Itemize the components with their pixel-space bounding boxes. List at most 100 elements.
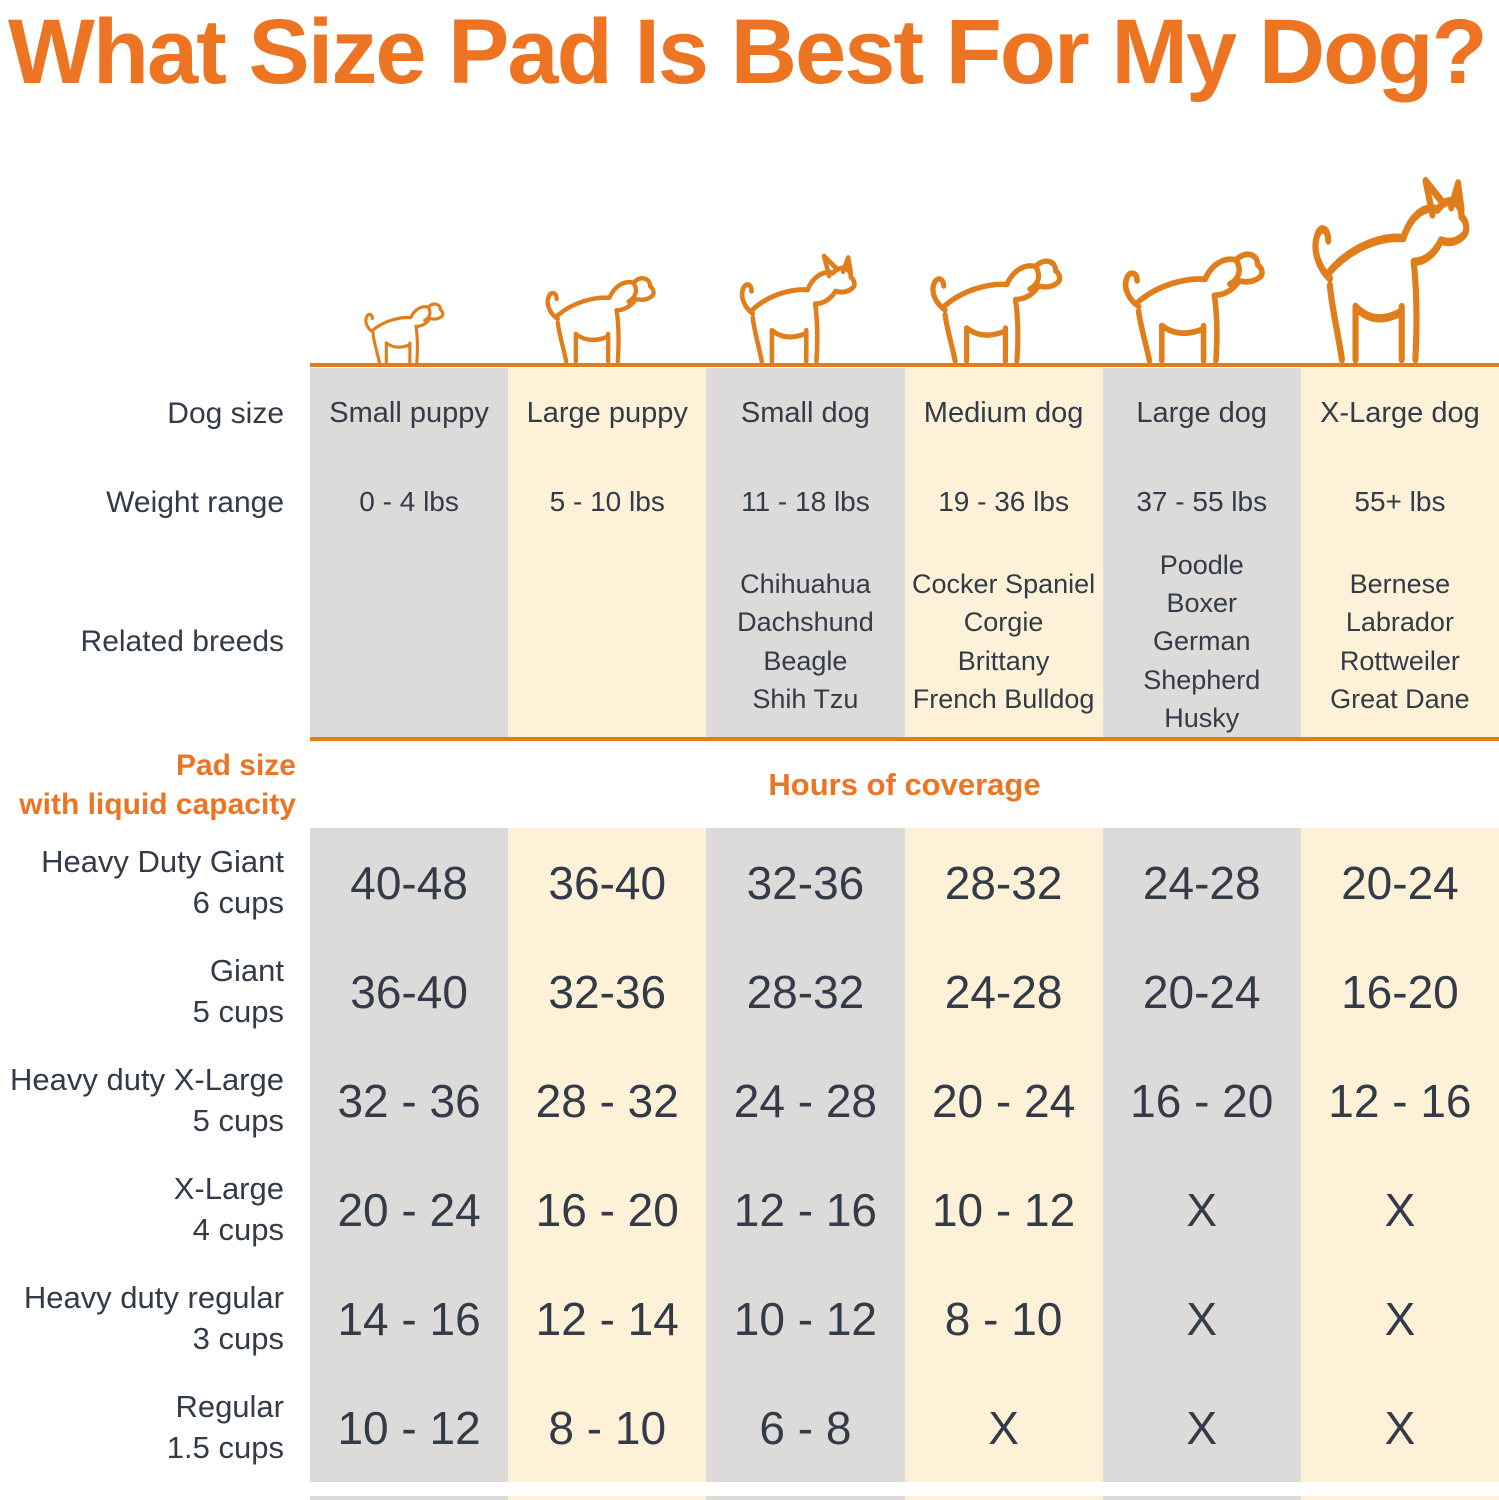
breeds-cell: Cocker Spaniel Corgie Brittany French Bu…	[904, 546, 1103, 737]
hours-cell: 40-48	[310, 828, 509, 937]
hours-cell: 8 - 10	[904, 1264, 1103, 1373]
breed-name: Shih Tzu	[752, 683, 859, 714]
hours-cell: 12 - 16	[1300, 1046, 1499, 1155]
hours-cell: 16 - 20	[508, 1155, 707, 1264]
breed-name: Chihuahua	[740, 568, 871, 599]
strip-cell	[1300, 1496, 1499, 1500]
x-large-dog-icon	[1301, 174, 1499, 364]
large-puppy-icon	[508, 264, 706, 364]
weight-cell: 5 - 10 lbs	[508, 458, 707, 546]
hours-cell: 24-28	[1102, 828, 1301, 937]
page-title: What Size Pad Is Best For My Dog?	[8, 1, 1488, 103]
pad-capacity: 3 cups	[192, 1320, 284, 1356]
bottom-cropped-strip	[0, 1496, 1499, 1500]
strip-cell	[310, 1496, 509, 1500]
pad-row-label: Regular 1.5 cups	[0, 1373, 310, 1482]
hours-of-coverage-header: Hours of coverage	[768, 766, 1041, 802]
breed-name: Corgie	[963, 607, 1044, 638]
pad-row-label: Heavy duty regular 3 cups	[0, 1264, 310, 1373]
column-header: Small puppy	[310, 368, 509, 458]
column-header: Small dog	[706, 368, 905, 458]
dog-illustrations-row	[310, 150, 1499, 364]
column-header: Medium dog	[904, 368, 1103, 458]
small-dog-icon	[706, 252, 904, 364]
breed-name: Rottweiler	[1339, 645, 1460, 676]
pad-size-label-line1: Pad size	[175, 748, 296, 782]
breeds-cell	[508, 546, 707, 737]
hours-cell: X	[1102, 1264, 1301, 1373]
hours-cell: 12 - 14	[508, 1264, 707, 1373]
hours-cell: 32 - 36	[310, 1046, 509, 1155]
pad-name: X-Large	[173, 1170, 284, 1206]
hours-of-coverage-table: Heavy Duty Giant 6 cups 40-48 36-40 32-3…	[0, 828, 1499, 1482]
hours-cell: 12 - 16	[706, 1155, 905, 1264]
hours-cell: 28 - 32	[508, 1046, 707, 1155]
weight-cell: 19 - 36 lbs	[904, 458, 1103, 546]
row-label-weight-range: Weight range	[106, 485, 284, 519]
strip-cell	[0, 1496, 310, 1500]
hours-cell: X	[1102, 1155, 1301, 1264]
small-puppy-icon	[310, 294, 508, 364]
hours-cell: X	[904, 1373, 1103, 1482]
hours-cell: 32-36	[706, 828, 905, 937]
pad-name: Regular	[175, 1388, 284, 1424]
pad-name: Heavy duty regular	[23, 1279, 284, 1315]
pad-name: Heavy duty X-Large	[10, 1061, 284, 1097]
column-header: Large dog	[1102, 368, 1301, 458]
breed-name: Cocker Spaniel	[912, 568, 1096, 599]
pad-row-label: Heavy duty X-Large 5 cups	[0, 1046, 310, 1155]
pad-row-label: Giant 5 cups	[0, 937, 310, 1046]
breed-name: German Shepherd	[1143, 626, 1261, 695]
dog-info-table: Dog size Small puppy Large puppy Small d…	[0, 368, 1499, 737]
pad-capacity: 4 cups	[192, 1211, 284, 1247]
hours-cell: 20 - 24	[310, 1155, 509, 1264]
breed-name: Brittany	[957, 645, 1050, 676]
hours-cell: 24 - 28	[706, 1046, 905, 1155]
pad-size-label: Pad size with liquid capacity	[0, 741, 310, 828]
hours-cell: 20 - 24	[904, 1046, 1103, 1155]
pad-size-label-line2: with liquid capacity	[19, 787, 296, 821]
hours-cell: 32-36	[508, 937, 707, 1046]
weight-cell: 55+ lbs	[1300, 458, 1499, 546]
breed-name: Bernese	[1349, 568, 1451, 599]
pad-row-label: X-Large 4 cups	[0, 1155, 310, 1264]
hours-cell: X	[1300, 1264, 1499, 1373]
breed-name: Great Dane	[1330, 683, 1470, 714]
hours-cell: 10 - 12	[706, 1264, 905, 1373]
hours-cell: X	[1300, 1155, 1499, 1264]
column-header: X-Large dog	[1300, 368, 1499, 458]
breed-name: Dachshund	[737, 607, 874, 638]
pad-capacity: 1.5 cups	[166, 1429, 284, 1465]
hours-cell: 8 - 10	[508, 1373, 707, 1482]
pad-name: Heavy Duty Giant	[41, 843, 284, 879]
breeds-cell: Chihuahua Dachshund Beagle Shih Tzu	[706, 546, 905, 737]
pad-capacity: 6 cups	[192, 884, 284, 920]
strip-cell	[706, 1496, 905, 1500]
breed-name: Poodle	[1159, 549, 1244, 580]
row-label-related-breeds: Related breeds	[80, 625, 284, 658]
hours-cell: 16-20	[1300, 937, 1499, 1046]
strip-cell	[904, 1496, 1103, 1500]
section-divider-line	[310, 737, 1499, 741]
hours-cell: X	[1102, 1373, 1301, 1482]
breed-name: Boxer	[1166, 588, 1238, 619]
medium-dog-icon	[905, 244, 1103, 364]
large-dog-icon	[1103, 236, 1301, 364]
weight-cell: 37 - 55 lbs	[1102, 458, 1301, 546]
hours-cell: 10 - 12	[904, 1155, 1103, 1264]
hours-cell: 28-32	[904, 828, 1103, 937]
hours-cell: 36-40	[310, 937, 509, 1046]
hours-cell: 20-24	[1300, 828, 1499, 937]
hours-cell: X	[1300, 1373, 1499, 1482]
pad-capacity: 5 cups	[192, 1102, 284, 1138]
hours-cell: 16 - 20	[1102, 1046, 1301, 1155]
breeds-cell: Bernese Labrador Rottweiler Great Dane	[1300, 546, 1499, 737]
breed-name: Husky	[1164, 703, 1240, 733]
breed-name: Beagle	[763, 645, 848, 676]
breeds-cell	[310, 546, 509, 737]
row-label-dog-size: Dog size	[167, 396, 284, 430]
weight-cell: 11 - 18 lbs	[706, 458, 905, 546]
breed-name: French Bulldog	[912, 683, 1095, 714]
strip-cell	[1102, 1496, 1301, 1500]
